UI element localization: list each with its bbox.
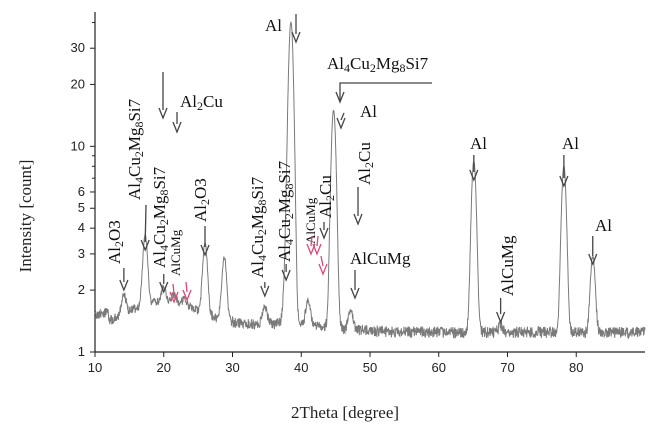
- y-tick-label: 10: [71, 138, 85, 153]
- annotation-arrow-head: [291, 31, 301, 44]
- label-al4cu2mg8si7-1: Al4Cu2Mg8Si7: [125, 98, 146, 200]
- label-al2cu-1: Al2Cu: [180, 92, 223, 113]
- label-alcumg-3: AlCuMg: [350, 249, 411, 268]
- y-tick-label: 6: [78, 184, 85, 199]
- x-tick-label: 40: [294, 360, 308, 375]
- annotation-arrow-head: [119, 279, 129, 292]
- y-tick-label: 2: [78, 282, 85, 297]
- x-tick-label: 50: [363, 360, 377, 375]
- annotation-arrow-head: [140, 239, 150, 252]
- annotation-arrow-head: [318, 263, 328, 276]
- x-tick-label: 20: [157, 360, 171, 375]
- label-al-1: Al: [265, 16, 282, 35]
- y-tick-label: 5: [78, 200, 85, 215]
- label-al-2: Al: [360, 102, 377, 121]
- label-alcumg-1: AlCuMg: [168, 229, 183, 276]
- annotation-arrow-head: [159, 281, 169, 294]
- label-al4cu2mg8si7-top: Al4Cu2Mg8Si7: [327, 54, 429, 75]
- label-al2o3-1: Al2O3: [105, 220, 126, 264]
- annotation-arrow-head: [158, 107, 168, 120]
- label-al2cu-3: Al2Cu: [355, 142, 376, 185]
- label-al4cu2mg8si7-2: Al4Cu2Mg8Si7: [150, 166, 171, 268]
- annotation-arrow-head: [469, 169, 479, 182]
- x-tick-label: 70: [500, 360, 514, 375]
- x-axis-title: 2Theta [degree]: [291, 403, 399, 422]
- annotation-arrow-head: [319, 227, 329, 240]
- red-arrow-alcumg-3: [320, 255, 324, 267]
- label-al2cu-2: Al2Cu: [316, 175, 337, 218]
- label-al2o3-2: Al2O3: [191, 178, 212, 222]
- annotation-arrow-head: [182, 289, 192, 302]
- label-alcumg-2: AlCuMg: [303, 197, 318, 244]
- annotation-arrow-head: [559, 175, 569, 188]
- bracket-arrow-head: [335, 91, 345, 104]
- x-tick-label: 60: [432, 360, 446, 375]
- red-arrow-alcumg-2b: [316, 235, 319, 247]
- annotation-arrow-head: [281, 269, 291, 282]
- y-tick-label: 3: [78, 246, 85, 261]
- label-al-5: Al: [595, 216, 612, 235]
- red-arrow-alcumg-1a: [172, 283, 175, 295]
- annotation-arrow-head: [312, 243, 322, 256]
- annotation-arrow-head: [200, 244, 210, 257]
- annotation-arrow-head: [353, 213, 363, 226]
- annotation-arrow-head: [588, 253, 598, 266]
- red-arrow-alcumg-2a: [310, 235, 313, 247]
- annotation-arrow-head: [496, 311, 506, 324]
- tick-labels: 10 20 30 40 50 60 70 80 1 2 3 4 56 10 20 30: [71, 40, 584, 375]
- annotation-arrow-head: [260, 285, 270, 298]
- y-axis-title: Intensity [count]: [16, 160, 35, 273]
- annotation-arrow-head: [336, 117, 346, 130]
- label-al4cu2mg8si7-4: Al4Cu2Mg8Si7: [275, 160, 296, 262]
- x-tick-label: 10: [88, 360, 102, 375]
- annotation-arrow-head: [172, 121, 182, 134]
- y-tick-label: 4: [78, 220, 85, 235]
- red-arrow-alcumg-1b: [185, 281, 188, 293]
- y-tick-label: 1: [78, 344, 85, 359]
- label-alcumg-4: AlCuMg: [498, 235, 517, 296]
- label-al-3: Al: [470, 134, 487, 153]
- y-tick-label: 20: [71, 76, 85, 91]
- x-tick-label: 80: [569, 360, 583, 375]
- y-tick-label: 30: [71, 40, 85, 55]
- annotation-arrow-head: [169, 291, 179, 304]
- label-al4cu2mg8si7-3: Al4Cu2Mg8Si7: [248, 176, 269, 278]
- x-tick-label: 30: [225, 360, 239, 375]
- axes: [90, 12, 645, 357]
- arrow-al4cu2mg8si7-1: [144, 204, 147, 243]
- label-al-4: Al: [562, 134, 579, 153]
- diffraction-pattern-line: [94, 20, 646, 340]
- annotation-arrow-head: [350, 287, 360, 300]
- bracket-al4cu2mg8si7-top: [339, 82, 432, 100]
- arrow-al-2: [340, 112, 345, 121]
